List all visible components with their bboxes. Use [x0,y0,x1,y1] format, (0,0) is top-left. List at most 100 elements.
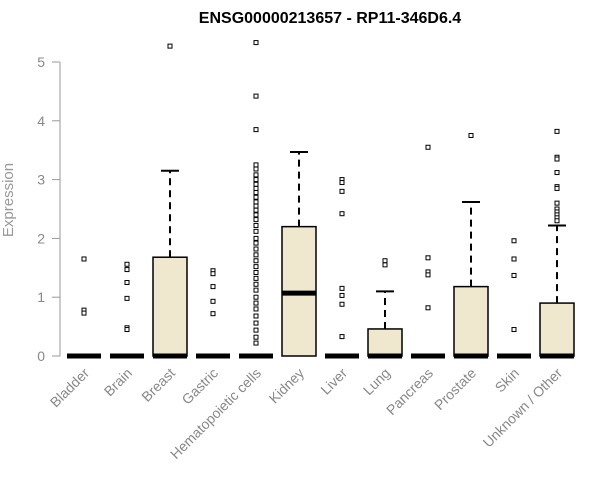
outlier-point [554,128,560,134]
outlier-point [253,246,259,252]
outlier-point [382,258,388,264]
outlier-point [210,298,216,304]
outlier-point [253,190,259,196]
outlier-point [554,185,560,191]
x-tick-label: Gastric [178,365,221,408]
outlier-point [124,261,130,267]
x-tick-label: Prostate [431,365,479,413]
outlier-point [425,305,431,311]
outlier-point [253,281,259,287]
y-tick-label: 2 [37,230,45,246]
outlier-point [339,180,345,186]
outlier-point [339,188,345,194]
outlier-point [253,228,259,234]
box-prostate [453,133,489,359]
outlier-point [511,256,517,262]
outlier-point [124,295,130,301]
outlier-point [253,306,259,312]
chart-title: ENSG00000213657 - RP11-346D6.4 [199,10,462,27]
x-tick-label: Lung [360,365,393,398]
y-tick-label: 3 [37,172,45,188]
x-tick-label: Breast [138,365,178,405]
outlier-point [554,170,560,176]
outlier-point [253,166,259,172]
outlier-point [253,181,259,187]
box-iqr [453,285,489,357]
outlier-point [253,207,259,213]
outlier-point [253,340,259,346]
outlier-point [425,144,431,150]
outlier-point [339,285,345,291]
outlier-point [339,301,345,307]
outlier-point [339,334,345,340]
outlier-point [253,294,259,300]
box-unknown-other [539,128,575,359]
box-liver [325,177,359,359]
outlier-point [253,327,259,333]
y-tick-label: 4 [37,113,45,129]
x-tick-label: Skin [492,365,523,396]
outlier-point [253,172,259,178]
box-breast [152,43,188,359]
box-bladder [67,256,101,359]
x-tick-label: Brain [101,365,135,399]
outlier-point [253,287,259,293]
y-tick-label: 1 [37,289,45,305]
box-iqr [367,328,403,357]
outlier-point [210,311,216,317]
box-skin [497,238,531,359]
outlier-point [253,212,259,218]
outlier-point [253,40,259,46]
box-lung [367,258,403,359]
outlier-point [425,272,431,278]
outlier-point [253,270,259,276]
box-iqr [152,256,188,357]
x-tick-label: Bladder [47,365,93,411]
outlier-point [253,258,259,264]
y-tick-label: 5 [37,54,45,70]
outlier-point [253,127,259,133]
box-brain [110,261,144,359]
outlier-point [554,156,560,162]
outlier-point [554,218,560,224]
x-tick-label: Unknown / Other [480,365,566,451]
outlier-point [253,222,259,228]
y-tick-label: 0 [37,348,45,364]
box-pancreas [411,144,445,359]
outlier-point [253,334,259,340]
box-gastric [196,268,230,359]
outlier-point [253,275,259,281]
outlier-point [253,240,259,246]
box-iqr [539,302,575,357]
outlier-point [253,162,259,168]
outlier-point [253,300,259,306]
outlier-point [253,93,259,99]
outlier-point [210,271,216,277]
outlier-point [167,43,173,49]
x-tick-label: Pancreas [383,365,436,418]
y-axis-label: Expression [0,163,17,237]
boxplot-series [67,40,575,359]
outlier-point [253,235,259,241]
outlier-point [511,327,517,333]
outlier-point [511,238,517,244]
outlier-point [210,284,216,290]
outlier-point [554,200,560,206]
outlier-point [425,255,431,261]
outlier-point [253,194,259,200]
outlier-point [253,177,259,183]
x-tick-label: Kidney [266,365,308,407]
outlier-point [81,310,87,316]
outlier-point [339,211,345,217]
outlier-point [511,272,517,278]
outlier-point [81,256,87,262]
outlier-point [253,320,259,326]
box-kidney [281,150,317,357]
outlier-point [124,327,130,333]
outlier-point [253,313,259,319]
outlier-point [253,252,259,258]
outlier-point [253,203,259,209]
